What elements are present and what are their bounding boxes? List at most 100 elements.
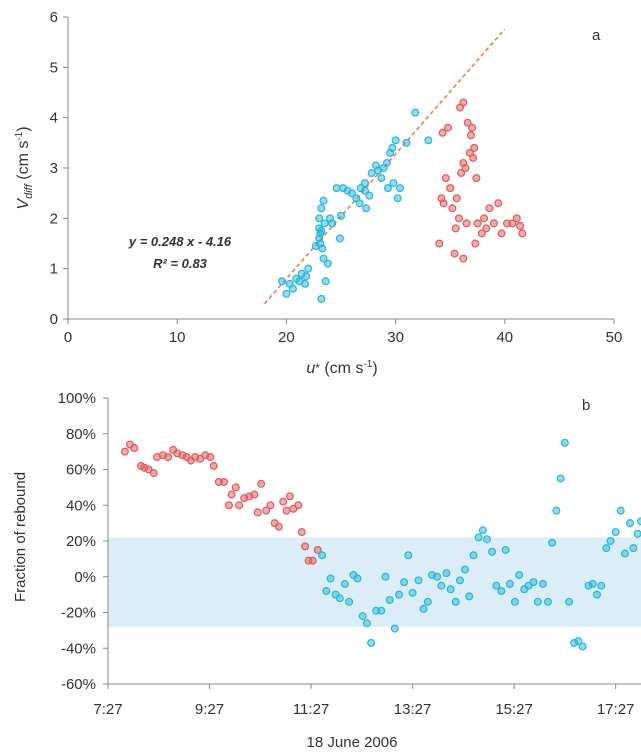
- data-point-red: [446, 184, 455, 193]
- data-point-red: [149, 469, 158, 478]
- data-point-red: [282, 506, 291, 515]
- data-point-blue: [543, 597, 552, 606]
- data-point-blue: [317, 294, 326, 303]
- data-point-blue: [451, 597, 460, 606]
- data-point-blue: [340, 579, 349, 588]
- data-point-red: [459, 254, 468, 263]
- data-point-blue: [320, 219, 329, 228]
- data-point-blue: [395, 184, 404, 193]
- data-point-blue: [602, 544, 611, 553]
- data-point-red: [262, 506, 271, 515]
- panel-a-x-tick-label: 30: [387, 329, 404, 346]
- data-point-blue: [302, 272, 311, 281]
- data-point-blue: [383, 184, 392, 193]
- data-point-blue: [317, 204, 326, 213]
- data-point-red: [120, 447, 129, 456]
- data-point-blue: [362, 619, 371, 628]
- data-point-blue: [588, 579, 597, 588]
- data-point-red: [516, 221, 525, 230]
- data-point-red: [497, 229, 506, 238]
- data-point-blue: [461, 565, 470, 574]
- data-point-blue: [282, 289, 291, 298]
- panel-a-x-tick-label: 40: [496, 329, 513, 346]
- panel-b-x-tick-label: 15:27: [495, 701, 533, 718]
- data-point-red: [227, 490, 236, 499]
- data-point-blue: [382, 158, 391, 167]
- data-point-blue: [469, 551, 478, 560]
- data-point-red: [444, 123, 453, 132]
- data-point-blue: [423, 597, 432, 606]
- panel-a-y-tick-label: 3: [50, 160, 58, 177]
- data-point-red: [450, 249, 459, 258]
- panel-b-x-tick-label: 13:27: [394, 701, 432, 718]
- data-point-blue: [393, 194, 402, 203]
- data-point-blue: [560, 438, 569, 447]
- data-point-blue: [446, 585, 455, 594]
- data-point-blue: [465, 592, 474, 601]
- data-point-red: [462, 219, 471, 228]
- data-point-blue: [505, 579, 514, 588]
- data-point-red: [466, 131, 475, 140]
- data-point-red: [480, 214, 489, 223]
- panel-b-x-tick-label: 7:27: [93, 701, 122, 718]
- data-point-red: [308, 556, 317, 565]
- data-point-red: [253, 508, 262, 517]
- data-point-blue: [478, 526, 487, 535]
- panel-b-y-tick-label: 60%: [66, 462, 96, 479]
- data-point-blue: [626, 519, 635, 528]
- data-point-blue: [318, 551, 327, 560]
- data-point-blue: [315, 214, 324, 223]
- data-point-red: [279, 497, 288, 506]
- data-point-blue: [424, 136, 433, 145]
- panel-b-y-tick-label: -20%: [61, 605, 96, 622]
- data-point-red: [301, 542, 310, 551]
- data-point-red: [235, 501, 244, 510]
- data-point-blue: [533, 597, 542, 606]
- panel-b-y-tick-label: 0%: [74, 569, 96, 586]
- data-point-blue: [404, 551, 413, 560]
- data-point-red: [468, 123, 477, 132]
- panel-a-y-tick-label: 2: [50, 210, 58, 227]
- data-point-red: [456, 103, 465, 112]
- data-point-red: [451, 224, 460, 233]
- panel-b-x-tick-label: 9:27: [195, 701, 224, 718]
- data-point-red: [512, 214, 521, 223]
- data-point-blue: [395, 590, 404, 599]
- data-point-red: [164, 452, 173, 461]
- data-point-red: [461, 164, 470, 173]
- data-point-blue: [510, 597, 519, 606]
- data-point-red: [463, 118, 472, 127]
- data-point-blue: [358, 612, 367, 621]
- data-point-blue: [637, 517, 641, 526]
- data-point-blue: [317, 226, 326, 235]
- panel-b-x-tick-label: 17:27: [597, 701, 635, 718]
- panel-a-y-axis-label: Vdiff (cm s-1): [14, 126, 35, 209]
- data-point-blue: [278, 277, 287, 286]
- data-point-red: [266, 501, 275, 510]
- data-point-blue: [362, 204, 371, 213]
- data-point-blue: [319, 254, 328, 263]
- data-point-blue: [385, 595, 394, 604]
- data-point-blue: [474, 533, 483, 542]
- data-point-blue: [565, 597, 574, 606]
- data-point-blue: [335, 234, 344, 243]
- data-point-blue: [611, 528, 620, 537]
- data-point-blue: [326, 574, 335, 583]
- data-point-blue: [548, 538, 557, 547]
- data-point-blue: [574, 637, 583, 646]
- data-point-red: [454, 214, 463, 223]
- data-point-red: [448, 204, 457, 213]
- data-point-red: [231, 483, 240, 492]
- data-point-blue: [304, 264, 313, 273]
- panel-b-y-axis-label: Fraction of rebound: [12, 472, 29, 602]
- data-point-red: [489, 219, 498, 228]
- data-point-blue: [408, 588, 417, 597]
- data-point-blue: [300, 279, 309, 288]
- data-point-red: [313, 545, 322, 554]
- panel-b-y-tick-label: 20%: [66, 533, 96, 550]
- data-point-red: [250, 490, 259, 499]
- data-point-blue: [361, 179, 370, 188]
- data-point-blue: [332, 184, 341, 193]
